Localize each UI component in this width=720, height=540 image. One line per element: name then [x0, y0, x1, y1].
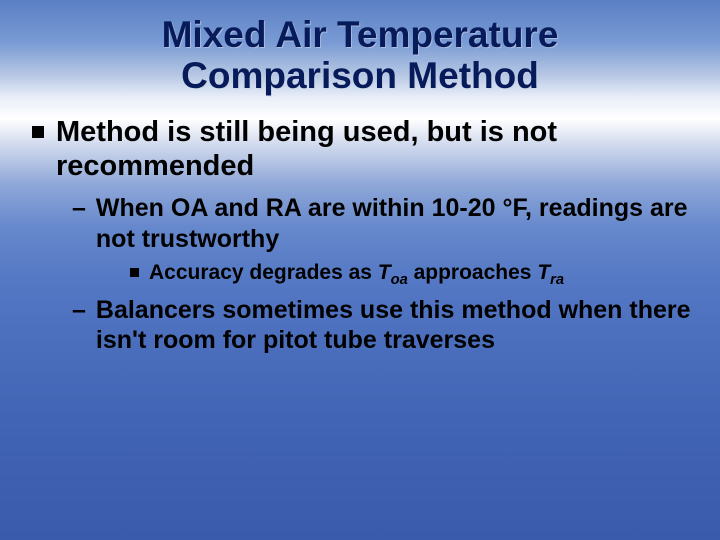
- var-tra: Tra: [537, 261, 564, 284]
- bullet-level2: – Balancers sometimes use this method wh…: [72, 295, 692, 356]
- title-line-2: Comparison Method: [181, 55, 539, 96]
- l3-prefix: Accuracy degrades as: [149, 261, 378, 284]
- l3-mid: approaches: [408, 261, 538, 284]
- slide-title: Mixed Air Temperature Comparison Method: [28, 14, 692, 97]
- square-bullet-icon: [130, 268, 139, 277]
- bullet-level3-text: Accuracy degrades as Toa approaches Tra: [149, 260, 692, 286]
- bullet-level2-text: Balancers sometimes use this method when…: [96, 295, 692, 356]
- bullet-level2: – When OA and RA are within 10-20 °F, re…: [72, 193, 692, 254]
- bullet-level1-text: Method is still being used, but is not r…: [56, 115, 692, 183]
- bullet-level3: Accuracy degrades as Toa approaches Tra: [130, 260, 692, 286]
- slide: Mixed Air Temperature Comparison Method …: [0, 0, 720, 540]
- bullet-level1: Method is still being used, but is not r…: [32, 115, 692, 183]
- dash-bullet-icon: –: [72, 193, 86, 224]
- var-toa: Toa: [378, 261, 408, 284]
- dash-bullet-icon: –: [72, 295, 86, 326]
- bullet-level2-text: When OA and RA are within 10-20 °F, read…: [96, 193, 692, 254]
- title-line-1: Mixed Air Temperature: [162, 14, 559, 55]
- square-bullet-icon: [32, 126, 44, 138]
